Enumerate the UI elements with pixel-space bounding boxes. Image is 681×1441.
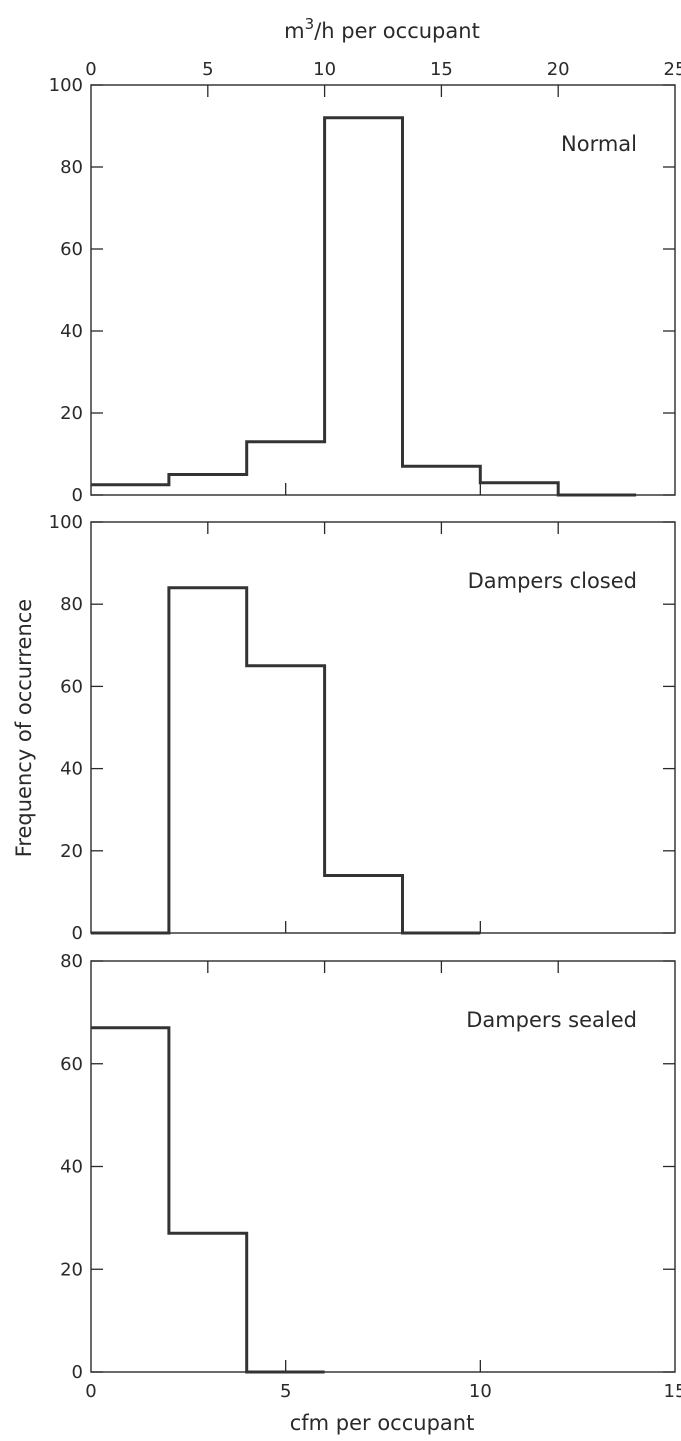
top-axis-label-rest: /h per occupant: [314, 19, 480, 43]
panel-label-normal: Normal: [561, 132, 637, 156]
histogram-step-dampers-sealed: [91, 1026, 325, 1374]
top-axis-tick-label: 15: [430, 59, 453, 80]
top-axis-tick-label: 20: [547, 59, 570, 80]
bottom-axis-label: cfm per occupant: [290, 1411, 475, 1435]
y-tick-label: 20: [60, 403, 83, 424]
y-tick-label: 80: [60, 951, 83, 972]
top-axis-label: m3/h per occupant: [284, 15, 480, 43]
y-tick-label: 60: [60, 676, 83, 697]
y-tick-label: 20: [60, 841, 83, 862]
panel-dampers-sealed: 0 20 40 60 80 Dampers sealed: [60, 951, 676, 1383]
y-tick-label: 80: [60, 594, 83, 615]
y-tick-label: 100: [49, 75, 83, 96]
top-axis-label-superscript: 3: [305, 15, 315, 33]
y-tick-label: 60: [60, 1054, 83, 1075]
top-axis-tick-labels: 0 5 10 15 20 25: [85, 59, 681, 80]
bottom-axis-tick-label: 5: [280, 1381, 291, 1402]
y-tick-label: 20: [60, 1259, 83, 1280]
panel-normal: 0 20 40 60 80 100 Normal: [49, 75, 676, 506]
panel-frame-normal: [90, 84, 676, 496]
y-tick-label: 40: [60, 1157, 83, 1178]
panel-frame-dampers-closed: [90, 521, 676, 934]
top-axis-tick-label: 5: [202, 59, 213, 80]
top-axis-tick-label: 25: [664, 59, 681, 80]
y-tick-label: 80: [60, 157, 83, 178]
y-tick-label: 0: [72, 485, 83, 506]
bottom-axis-tick-label: 15: [664, 1381, 681, 1402]
histogram-step-normal: [91, 116, 637, 497]
top-axis-label-base: m: [284, 19, 304, 43]
panel-label-dampers-closed: Dampers closed: [468, 569, 637, 593]
y-tick-label: 0: [72, 1362, 83, 1383]
y-tick-label: 40: [60, 321, 83, 342]
bottom-axis-tick-label: 0: [85, 1381, 96, 1402]
y-tick-label: 40: [60, 759, 83, 780]
panel-label-dampers-sealed: Dampers sealed: [466, 1008, 637, 1032]
bottom-axis-tick-label: 10: [469, 1381, 492, 1402]
histogram-step-dampers-closed: [91, 586, 481, 935]
panel-dampers-closed: 0 20 40 60 80 100 Dampers closed: [49, 512, 676, 944]
y-axis-label: Frequency of occurrence: [12, 599, 36, 857]
top-axis-tick-label: 10: [313, 59, 336, 80]
y-tick-label: 100: [49, 512, 83, 533]
y-tick-label: 60: [60, 239, 83, 260]
top-axis-tick-label: 0: [85, 59, 96, 80]
histogram-panels: 0 20 40 60 80 100 Normal 0 20 40 60 80 100 Dampers cl…: [49, 75, 676, 1383]
y-tick-label: 0: [72, 923, 83, 944]
bottom-axis-tick-labels: 0 5 10 15: [85, 1381, 681, 1402]
